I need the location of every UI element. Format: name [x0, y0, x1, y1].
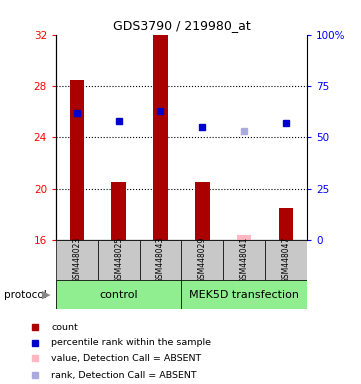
Text: percentile rank within the sample: percentile rank within the sample [51, 338, 211, 347]
Bar [181, 240, 223, 280]
Text: MEK5D transfection: MEK5D transfection [189, 290, 299, 300]
Text: GSM448025: GSM448025 [114, 237, 123, 283]
Bar [56, 280, 181, 309]
Bar [265, 240, 307, 280]
Text: GSM448023: GSM448023 [72, 237, 81, 283]
Title: GDS3790 / 219980_at: GDS3790 / 219980_at [113, 19, 250, 32]
Bar [111, 182, 126, 240]
Bar [140, 240, 181, 280]
Bar [153, 35, 168, 240]
Text: GSM448041: GSM448041 [240, 237, 249, 283]
Text: GSM448043: GSM448043 [156, 237, 165, 283]
Bar [195, 182, 210, 240]
Text: ▶: ▶ [42, 290, 50, 300]
Text: value, Detection Call = ABSENT: value, Detection Call = ABSENT [51, 354, 201, 363]
Bar [181, 280, 307, 309]
Bar [98, 240, 140, 280]
Text: protocol: protocol [4, 290, 46, 300]
Bar [279, 208, 293, 240]
Text: count: count [51, 323, 78, 332]
Bar [237, 235, 252, 240]
Text: control: control [99, 290, 138, 300]
Bar [70, 79, 84, 240]
Text: GSM448029: GSM448029 [198, 237, 207, 283]
Bar [223, 240, 265, 280]
Text: rank, Detection Call = ABSENT: rank, Detection Call = ABSENT [51, 371, 197, 380]
Bar [56, 240, 98, 280]
Text: GSM448047: GSM448047 [282, 237, 291, 283]
